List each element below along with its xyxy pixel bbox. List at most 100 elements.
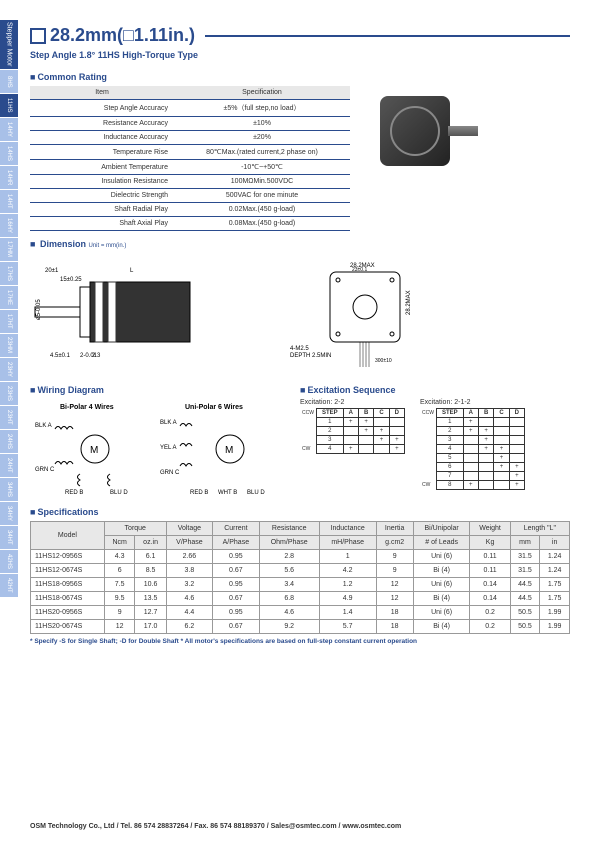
svg-text:BLU D: BLU D [247,490,265,496]
svg-text:RED B: RED B [190,490,208,496]
svg-text:Uni-Polar 6 Wires: Uni-Polar 6 Wires [185,404,243,411]
rating-row: Inductance Accuracy±20% [30,131,350,145]
side-tab-16HY[interactable]: 16HY [0,214,18,238]
section-dimension: Dimension Unit = mm(in.) [30,239,570,249]
rating-table: Item Specification Step Angle Accuracy±5… [30,86,350,231]
side-tab-17HT[interactable]: 17HT [0,310,18,334]
spec-row: 11HS12-0674S68.53.80.675.64.29Bi (4)0.11… [31,564,570,578]
spec-row: 11HS18-0674S9.513.54.60.676.84.912Bi (4)… [31,592,570,606]
svg-text:4.5±0.1: 4.5±0.1 [50,353,71,359]
svg-text:M: M [90,445,98,456]
side-tab-24HT[interactable]: 24HT [0,454,18,478]
excite-row: 3++ [316,436,404,445]
excite-row: 4++ [436,445,524,454]
svg-text:M: M [225,445,233,456]
svg-text:YEL A: YEL A [160,445,176,451]
side-tab-11HS[interactable]: 11HS [0,94,18,118]
spec-h-resistance: Resistance [259,522,319,536]
svg-text:20±1: 20±1 [45,268,59,274]
svg-text:4-M2.5: 4-M2.5 [290,346,309,352]
side-tab-14HT[interactable]: 14HT [0,190,18,214]
spec-h-biuni: Bi/Unipolar [413,522,470,536]
spec-footnote: * Specify -S for Single Shaft; -D for Do… [30,638,570,645]
excite-row: 8++ [436,481,524,490]
section-wiring: Wiring Diagram [30,385,280,395]
svg-text:DEPTH 2.5MIN: DEPTH 2.5MIN [290,353,331,359]
title-box-icon [30,28,46,44]
svg-text:Bi-Polar 4 Wires: Bi-Polar 4 Wires [60,404,114,411]
page-title: 28.2mm(□1.11in.) [50,25,195,46]
motor-photo [370,86,480,176]
svg-text:23±0.1: 23±0.1 [352,267,367,273]
rating-row: Temperature Rise80℃Max.(rated current,2 … [30,145,350,160]
svg-text:2-0.013: 2-0.013 [80,353,101,359]
side-tab-17HM[interactable]: 17HM [0,238,18,262]
spec-row: 11HS20-0956S912.74.40.954.61.418Uni (6)0… [31,606,570,620]
svg-text:BLU D: BLU D [110,490,128,496]
excite-row: 2++ [436,427,524,436]
spec-h-weight: Weight [470,522,510,536]
side-tab-17HS[interactable]: 17HS [0,262,18,286]
side-tab-34HS[interactable]: 34HS [0,478,18,502]
side-tab-34HY[interactable]: 34HY [0,502,18,526]
side-tab-42HT[interactable]: 42HT [0,574,18,598]
svg-text:BLK A: BLK A [35,423,52,429]
svg-text:WHT B: WHT B [218,490,237,496]
svg-text:BLK A: BLK A [160,420,177,426]
excite-row: 6++ [436,463,524,472]
spec-h-inertia: Inertia [376,522,413,536]
side-tab-17HE[interactable]: 17HE [0,286,18,310]
side-tab-42HS[interactable]: 42HS [0,550,18,574]
side-tab-23HS[interactable]: 23HS [0,382,18,406]
side-tab-14HS[interactable]: 14HS [0,142,18,166]
page-content: 28.2mm(□1.11in.) Step Angle 1.8° 11HS Hi… [30,25,570,645]
svg-text:15±0.25: 15±0.25 [60,277,82,283]
dimension-front-view: 28.2MAX 23±0.1 28.2MAX 4-M2.5 DEPTH 2.5M… [280,257,480,377]
title-line [205,35,570,37]
spec-table: Model Torque Voltage Current Resistance … [30,521,570,634]
svg-text:ø5-0.05: ø5-0.05 [36,299,42,320]
excite-row: 7+ [436,472,524,481]
svg-text:28.2MAX: 28.2MAX [406,290,412,315]
spec-h-model: Model [31,522,105,550]
side-tabs: Stepper Motor 8HS11HS14HY14HS14HR14HT16H… [0,20,18,598]
side-tab-23HM[interactable]: 23HM [0,334,18,358]
spec-row: 11HS12-0956S4.36.12.660.952.819Uni (6)0.… [31,550,570,564]
svg-text:GRN C: GRN C [160,470,180,476]
rating-header-item: Item [30,86,174,100]
wiring-unipolar: Uni-Polar 6 Wires M BLK A YEL A GRN C RE… [155,399,280,499]
rating-row: Resistance Accuracy±10% [30,117,350,131]
spec-h-current: Current [213,522,259,536]
page-footer: OSM Technology Co., Ltd / Tel. 86 574 28… [30,823,401,830]
rating-row: Ambient Temperature-10℃~+50℃ [30,160,350,175]
side-tab-14HR[interactable]: 14HR [0,166,18,190]
side-tab-8HS[interactable]: 8HS [0,70,18,94]
side-tab-24HS[interactable]: 24HS [0,430,18,454]
dimension-drawings: 20±1 15±0.25 ø5-0.05 L 4.5±0.1 2-0.013 2… [30,257,570,377]
side-tab-14HY[interactable]: 14HY [0,118,18,142]
side-tab-23HT[interactable]: 23HT [0,406,18,430]
section-common-rating: Common Rating [30,72,570,82]
side-tab-34HT[interactable]: 34HT [0,526,18,550]
excite-row: 4++ [316,445,404,454]
spec-h-length: Length "L" [510,522,569,536]
svg-text:RED B: RED B [65,490,83,496]
rating-row: Shaft Axial Play0.08Max.(450 g-load) [30,217,350,231]
excitation-212: Excitation: 2-1-2 CCWCW STEPABCD1+2++3+4… [420,399,525,490]
excite-row: 2++ [316,427,404,436]
side-tab-23HY[interactable]: 23HY [0,358,18,382]
excite-row: 1+ [436,418,524,427]
rating-row: Step Angle Accuracy±5%（full step,no load… [30,100,350,117]
rating-header-spec: Specification [174,86,350,100]
spec-h-voltage: Voltage [166,522,212,536]
spec-row: 11HS18-0956S7.510.63.20.953.41.212Uni (6… [31,578,570,592]
wiring-bipolar: Bi-Polar 4 Wires M BLK A GRN C RED B BLU… [30,399,145,499]
svg-text:L: L [130,268,134,274]
spec-h-torque: Torque [104,522,166,536]
spec-h-inductance: Inductance [319,522,376,536]
excite-row: 3+ [436,436,524,445]
page-subtitle: Step Angle 1.8° 11HS High-Torque Type [30,50,570,60]
excite-row: 5+ [436,454,524,463]
side-tab-category[interactable]: Stepper Motor [0,20,18,70]
svg-text:GRN C: GRN C [35,467,55,473]
